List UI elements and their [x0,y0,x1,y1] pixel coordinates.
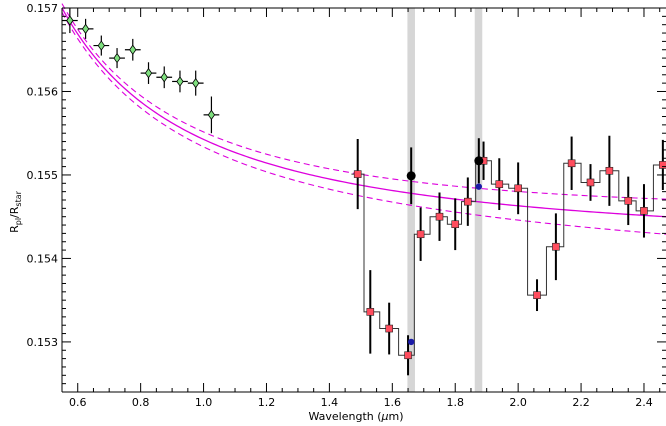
red-square-point [353,170,362,178]
red-square-point [366,308,375,316]
model-curve-upper [61,3,666,200]
red-square-point [404,351,412,360]
green-diamond-point [207,109,216,121]
green-diamond-point [81,23,90,35]
green-diamond-point [113,52,121,64]
y-tick-label: 0.155 [27,169,59,182]
red-square-point [514,184,522,193]
red-square-point [385,324,393,333]
error-bars [62,8,664,376]
x-tick-label: 1.0 [195,396,213,409]
red-square-point [552,242,560,251]
y-tick-label: 0.156 [27,85,59,98]
green-diamond-point [66,15,74,26]
black-circle-point [474,156,484,166]
y-tick-label: 0.153 [27,336,59,349]
x-tick-label: 1.8 [446,396,464,409]
step-line [351,160,666,356]
red-square-point [435,212,444,221]
black-circle-point [406,171,416,181]
red-square-point [533,291,541,299]
x-tick-label: 0.6 [69,396,87,409]
red-square-point [451,220,460,229]
red-square-point [567,159,576,168]
red-square-point [659,161,666,169]
red-square-point [640,207,648,215]
green-diamond-point [129,44,137,55]
green-diamond-point [144,67,153,79]
red-square-point [586,178,595,187]
x-tick-label: 1.4 [321,396,339,409]
x-tick-label: 2.2 [572,396,590,409]
blue-dot-point [407,338,415,346]
green-diamond-point [176,76,184,87]
x-tick-label: 1.2 [258,396,276,409]
shaded-band-1 [474,8,483,392]
red-square-point [605,166,614,175]
y-axis-label: Rpl/Rstar [8,190,23,233]
model-curve-lower [61,12,666,235]
x-axis-label: Wavelength (μm) [308,410,403,423]
red-square-point [464,197,472,206]
axes: 0.6 0.8 1.0 1.2 1.4 1.6 1.8 2.0 2.2 2.4 0.153 0.154… [27,2,666,409]
red-square-point [416,230,425,239]
x-tick-label: 1.6 [384,396,402,409]
y-tick-label: 0.154 [27,252,59,265]
x-tick-label: 2.4 [635,396,653,409]
green-diamond-point [160,72,168,83]
x-tick-label: 2.0 [509,396,527,409]
step-line-path [351,160,666,356]
green-diamond-point [97,40,105,51]
blue-dot-point [475,183,483,190]
red-square-point [495,180,504,188]
data-points [66,15,666,360]
x-tick-label: 0.8 [132,396,150,409]
green-diamond-point [192,77,200,89]
y-tick-label: 0.157 [27,2,59,15]
red-square-point [624,197,633,205]
